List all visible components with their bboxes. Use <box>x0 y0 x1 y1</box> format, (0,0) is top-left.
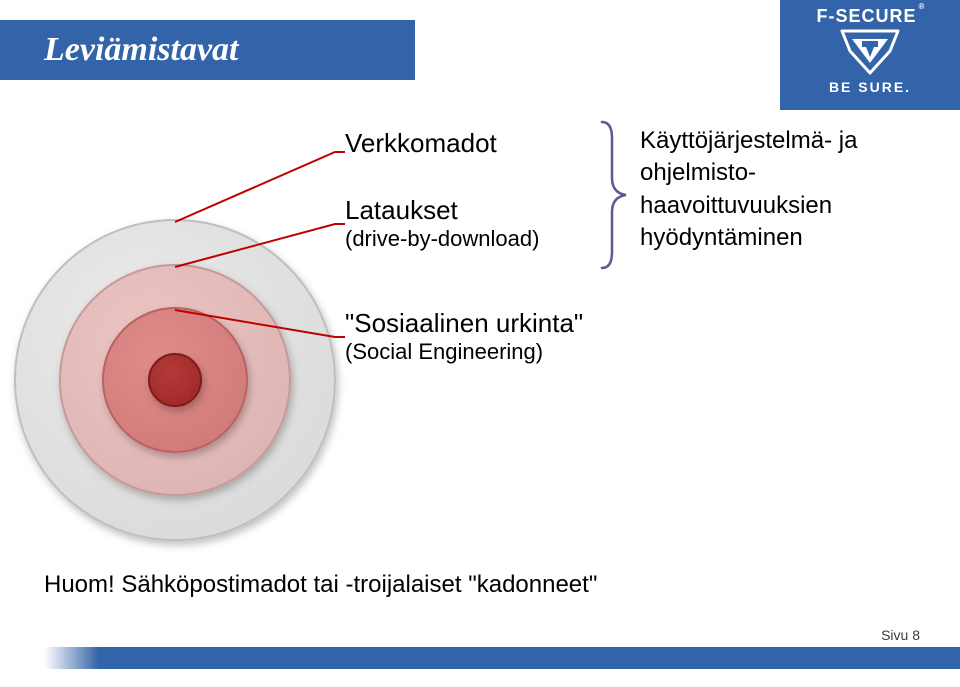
label-middle: Lataukset (drive-by-download) <box>345 195 539 253</box>
label-outer: Verkkomadot <box>345 128 497 159</box>
label-right: Käyttöjärjestelmä- ja ohjelmisto-haavoit… <box>640 125 930 255</box>
brace-icon <box>592 120 632 270</box>
footnote: Huom! Sähköpostimadot tai -troijalaiset … <box>44 571 597 599</box>
label-inner: "Sosiaalinen urkinta" (Social Engineerin… <box>345 308 583 366</box>
page-number: Sivu 8 <box>881 627 920 643</box>
footer-bar <box>44 647 960 669</box>
